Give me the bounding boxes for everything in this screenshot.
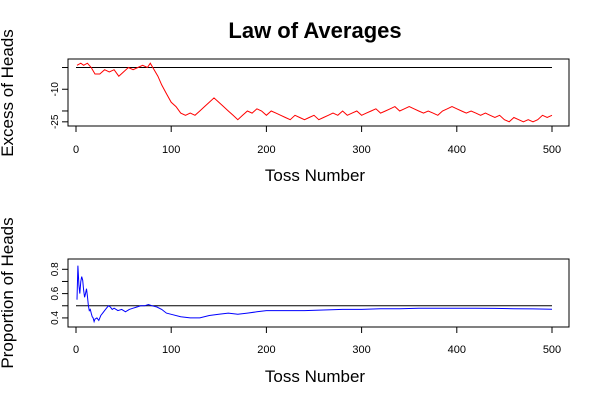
x-tick-label: 0 (73, 144, 79, 156)
proportion-heads-plot-frame (67, 258, 570, 328)
x-tick-label: 300 (352, 344, 370, 356)
y-tick-label: 0.4 (50, 311, 61, 325)
x-tick-label: 200 (257, 344, 275, 356)
y-tick-label: 0.6 (50, 286, 61, 300)
proportion-heads-x-axis-label: Toss Number (265, 367, 365, 386)
excess-heads-series-line (76, 62, 553, 123)
y-tick-label: -25 (50, 114, 61, 129)
x-tick-label: 500 (543, 144, 561, 156)
x-tick-label: 300 (352, 144, 370, 156)
excess-heads-x-axis-label: Toss Number (265, 166, 365, 185)
proportion-heads-x-axis: 0 100 200 300 400 500 (73, 326, 561, 356)
proportion-heads-y-axis: 0.4 0.6 0.8 (50, 262, 69, 325)
y-tick-label: 0.8 (50, 262, 61, 276)
x-tick-label: 100 (162, 144, 180, 156)
x-tick-label: 0 (73, 344, 79, 356)
x-tick-label: 100 (162, 344, 180, 356)
excess-heads-y-axis: -25 -10 (50, 67, 69, 129)
y-tick-label: -10 (50, 82, 61, 97)
excess-heads-y-axis-label: Excess of Heads (0, 29, 17, 157)
excess-heads-x-axis: 0 100 200 300 400 500 (73, 125, 561, 156)
figure-title: Law of Averages (228, 18, 401, 43)
x-tick-label: 400 (448, 144, 466, 156)
x-tick-label: 200 (257, 144, 275, 156)
proportion-heads-panel: 0 100 200 300 400 500 0.4 0.6 0.8 Toss Number P… (0, 217, 570, 386)
excess-heads-plot-frame (67, 58, 570, 127)
x-tick-label: 400 (448, 344, 466, 356)
excess-heads-panel: 0 100 200 300 400 500 -25 -10 Toss Number Exce… (0, 29, 570, 185)
proportion-heads-y-axis-label: Proportion of Heads (0, 217, 17, 368)
proportion-heads-series-line (76, 265, 553, 324)
x-tick-label: 500 (543, 344, 561, 356)
